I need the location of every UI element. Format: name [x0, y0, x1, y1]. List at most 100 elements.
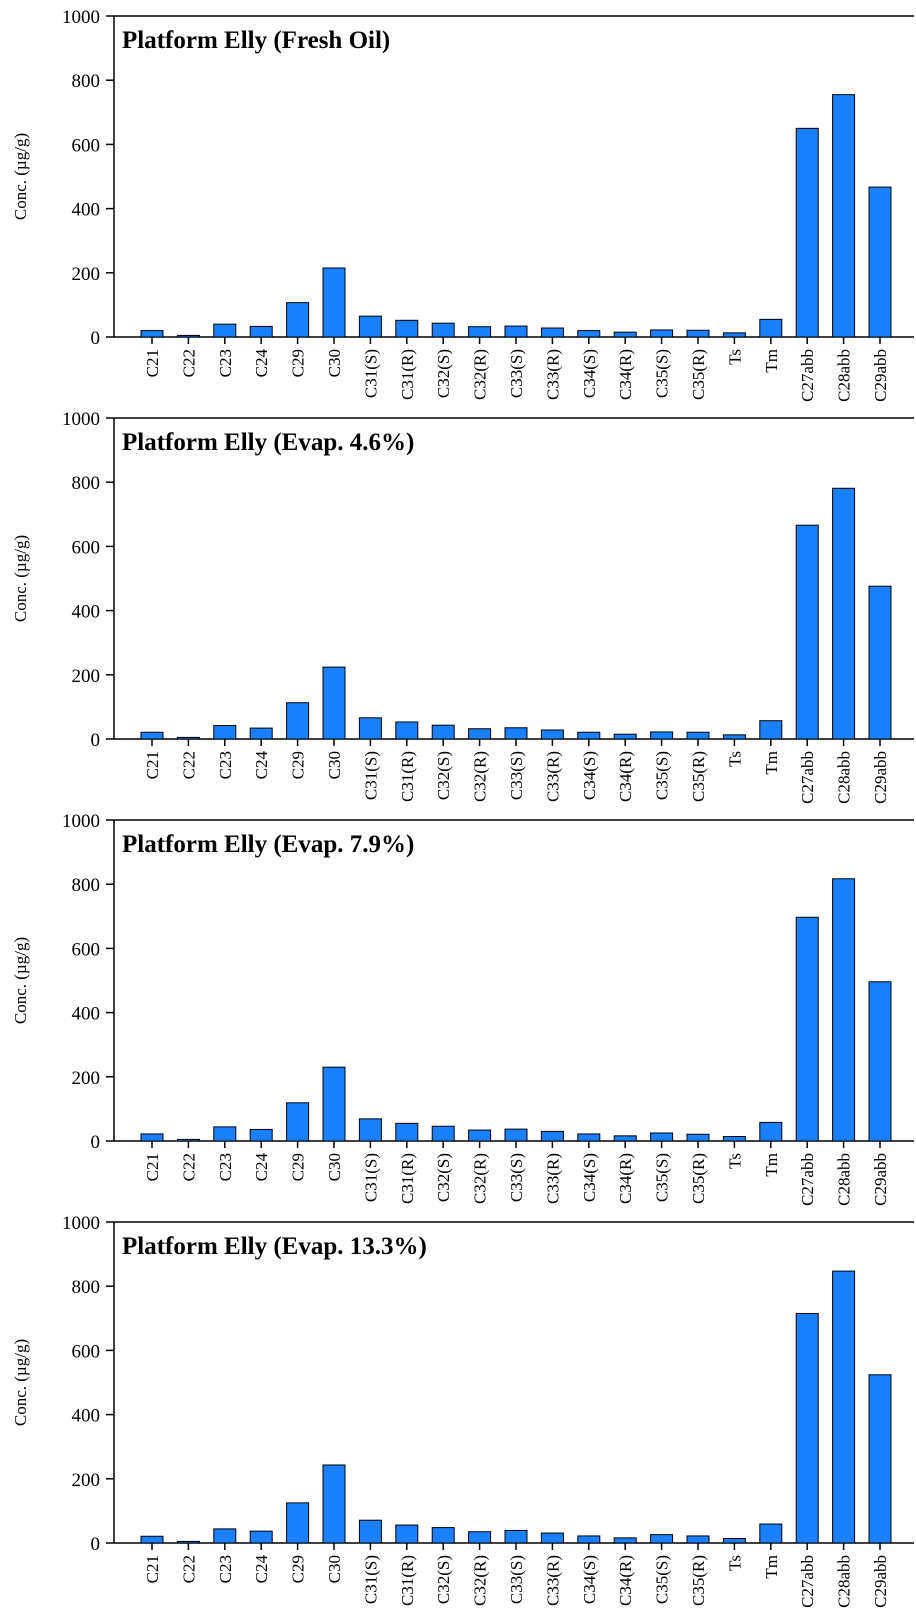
x-tick-label: C24	[252, 349, 271, 378]
bar-C27abb	[795, 524, 819, 740]
bar-C23	[213, 323, 237, 338]
bar-C29abb	[868, 1374, 892, 1544]
x-tick-label: C23	[216, 1153, 235, 1181]
bar-C22	[176, 736, 200, 740]
bar-C35(R)	[686, 731, 710, 740]
x-tick-label: C35(S)	[653, 349, 672, 398]
y-tick-label: 400	[72, 602, 101, 623]
x-tick-label: C32(R)	[471, 1153, 490, 1204]
bar-C28abb	[832, 487, 856, 740]
y-tick-label: 1000	[62, 811, 100, 832]
x-tick-label: C30	[325, 751, 344, 779]
x-tick-label: C29abb	[871, 349, 890, 402]
y-tick-label: 1000	[62, 7, 100, 28]
x-tick-label: C21	[143, 751, 162, 779]
x-tick-label: C33(S)	[507, 1555, 526, 1604]
x-tick-label: C33(R)	[543, 349, 562, 400]
bar-C28abb	[832, 94, 856, 338]
bar-C33(S)	[504, 1529, 528, 1544]
bar-C35(S)	[650, 329, 674, 338]
x-tick-label: C31(R)	[398, 1555, 417, 1606]
y-axis-label: Conc. (µg/g)	[11, 133, 30, 220]
x-tick-label: C29	[289, 751, 308, 779]
x-tick-label: C28abb	[835, 751, 854, 804]
bar-Tm	[759, 720, 783, 740]
bar-C29abb	[868, 981, 892, 1142]
x-tick-label: C21	[143, 1153, 162, 1181]
bar-C34(S)	[577, 1535, 601, 1544]
bar-C35(R)	[686, 1133, 710, 1142]
x-tick-label: C35(S)	[653, 751, 672, 800]
bar-C32(R)	[468, 1129, 492, 1142]
y-tick-label: 0	[91, 730, 101, 751]
bar-C34(S)	[577, 330, 601, 338]
bar-C32(S)	[431, 322, 455, 338]
x-tick-label: C32(S)	[434, 751, 453, 800]
bar-C24	[249, 727, 273, 740]
bar-Tm	[759, 318, 783, 338]
bar-C35(R)	[686, 329, 710, 338]
x-tick-label: C31(S)	[361, 1555, 380, 1604]
y-tick-label: 600	[72, 939, 101, 960]
chart-title: Platform Elly (Evap. 4.6%)	[122, 429, 414, 456]
x-tick-label: C21	[143, 349, 162, 377]
x-tick-label: C31(S)	[361, 349, 380, 398]
bar-C28abb	[832, 1270, 856, 1544]
x-tick-label: C32(S)	[434, 1153, 453, 1202]
y-tick-label: 200	[72, 666, 101, 687]
bar-C21	[140, 1133, 164, 1142]
bar-C32(R)	[468, 326, 492, 338]
x-tick-label: C34(S)	[580, 1153, 599, 1202]
chart-title: Platform Elly (Evap. 7.9%)	[122, 831, 414, 858]
bar-C33(S)	[504, 727, 528, 740]
x-tick-label: C31(R)	[398, 1153, 417, 1204]
x-tick-label: Tm	[762, 751, 781, 775]
bar-Ts	[722, 734, 746, 740]
x-tick-label: C32(S)	[434, 349, 453, 398]
y-tick-label: 0	[91, 1132, 101, 1153]
bar-C30	[322, 1464, 346, 1544]
bar-C33(S)	[504, 1128, 528, 1142]
bar-C32(R)	[468, 1531, 492, 1544]
bar-C24	[249, 1128, 273, 1142]
x-tick-label: C22	[179, 1153, 198, 1181]
y-tick-label: 800	[72, 875, 101, 896]
y-tick-label: 600	[72, 1341, 101, 1362]
bar-C24	[249, 1530, 273, 1544]
bar-Ts	[722, 1136, 746, 1142]
bar-C32(S)	[431, 1527, 455, 1544]
bar-C23	[213, 1528, 237, 1544]
x-tick-label: C31(R)	[398, 751, 417, 802]
bar-C27abb	[795, 127, 819, 338]
bar-C32(R)	[468, 728, 492, 740]
bar-C31(R)	[395, 1524, 419, 1544]
x-tick-label: C30	[325, 1555, 344, 1583]
x-tick-label: C22	[179, 1555, 198, 1583]
x-tick-label: C34(R)	[616, 751, 635, 802]
x-tick-label: C33(S)	[507, 751, 526, 800]
y-tick-label: 1000	[62, 409, 100, 430]
bar-C34(R)	[613, 733, 637, 740]
x-tick-label: C32(R)	[471, 1555, 490, 1606]
bar-C21	[140, 1535, 164, 1544]
chart-panel-4: 0 200 400 600 800 1000 Conc. (µg/g) Platform El…	[11, 1213, 914, 1608]
x-tick-label: C27abb	[798, 751, 817, 804]
bar-C31(R)	[395, 1122, 419, 1142]
x-tick-label: C33(S)	[507, 1153, 526, 1202]
x-tick-label: Ts	[725, 1555, 744, 1571]
x-tick-label: C24	[252, 1555, 271, 1584]
x-tick-label: C23	[216, 1555, 235, 1583]
x-tick-label: C33(S)	[507, 349, 526, 398]
bar-C30	[322, 666, 346, 740]
bar-C34(R)	[613, 1135, 637, 1142]
x-tick-label: C30	[325, 349, 344, 377]
bar-C23	[213, 725, 237, 740]
bar-C31(R)	[395, 319, 419, 338]
bar-C30	[322, 267, 346, 338]
bar-C22	[176, 334, 200, 338]
bar-C29abb	[868, 585, 892, 740]
bar-C24	[249, 325, 273, 338]
x-tick-label: C35(R)	[689, 1153, 708, 1204]
x-tick-label: Ts	[725, 751, 744, 767]
